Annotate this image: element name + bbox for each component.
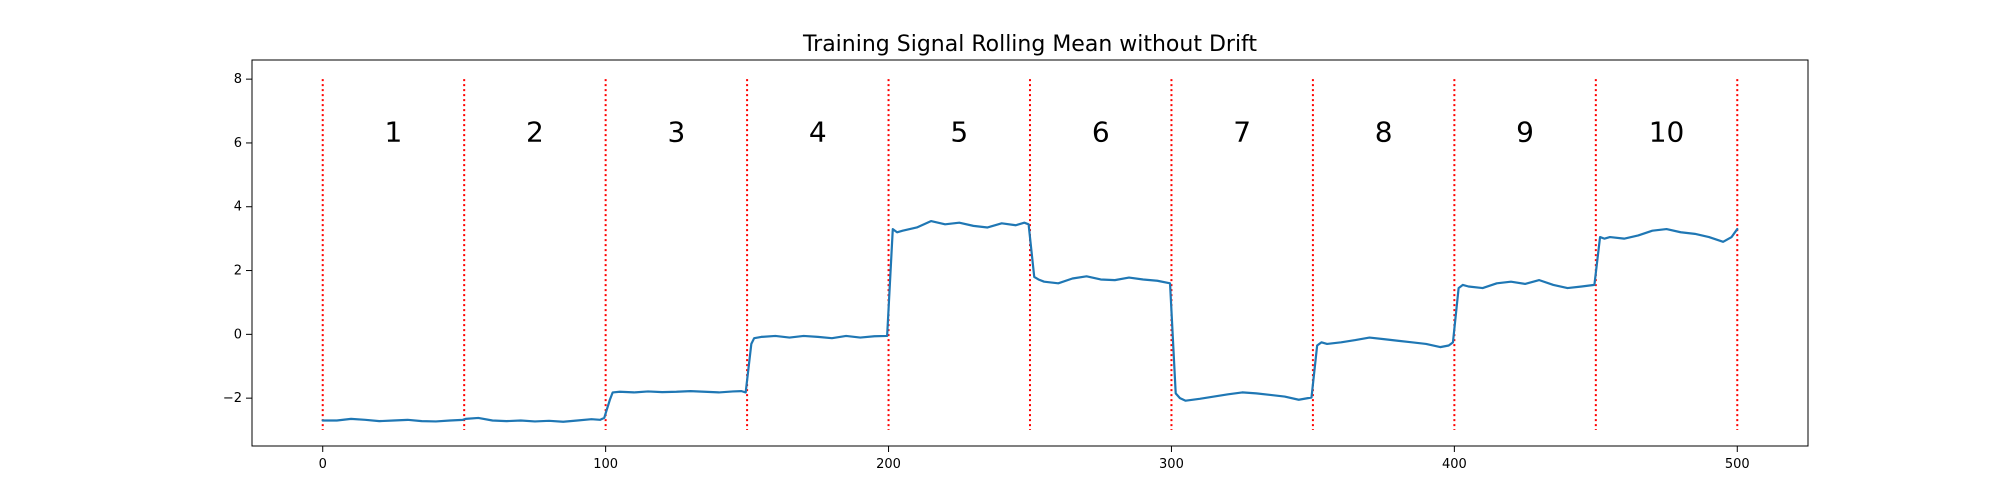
chart-title: Training Signal Rolling Mean without Dri… (802, 32, 1257, 57)
segment-label-5: 5 (950, 115, 968, 148)
x-tick-label-2: 200 (876, 457, 901, 472)
y-tick-label-3: 4 (234, 200, 242, 215)
y-axis: −2 0 2 4 6 8 (223, 72, 252, 406)
x-tick-label-4: 400 (1442, 457, 1467, 472)
y-tick-label-0: −2 (223, 391, 242, 406)
segment-label-10: 10 (1649, 115, 1685, 148)
x-tick-label-3: 300 (1159, 457, 1184, 472)
segment-label-2: 2 (526, 115, 544, 148)
x-axis: 0 100 200 300 400 500 (319, 446, 1750, 472)
series-layer (321, 220, 1739, 423)
segment-label-8: 8 (1375, 115, 1393, 148)
segment-label-9: 9 (1516, 115, 1534, 148)
y-tick-label-1: 0 (234, 327, 242, 342)
series-line-0 (321, 220, 1739, 423)
segment-label-1: 1 (385, 115, 403, 148)
segment-label-6: 6 (1092, 115, 1110, 148)
y-tick-label-4: 6 (234, 136, 242, 151)
y-tick-label-2: 2 (234, 264, 242, 279)
segment-label-7: 7 (1233, 115, 1251, 148)
x-tick-label-5: 500 (1725, 457, 1750, 472)
plot-frame (251, 59, 1809, 447)
segment-labels: 1 2 3 4 5 6 7 8 9 10 (385, 115, 1685, 148)
x-tick-label-1: 100 (593, 457, 618, 472)
y-tick-label-5: 8 (234, 72, 242, 87)
segment-label-4: 4 (809, 115, 827, 148)
plot-area-background (252, 60, 1808, 446)
vertical-dividers (321, 79, 1739, 431)
segment-label-3: 3 (667, 115, 685, 148)
x-tick-label-0: 0 (319, 457, 327, 472)
